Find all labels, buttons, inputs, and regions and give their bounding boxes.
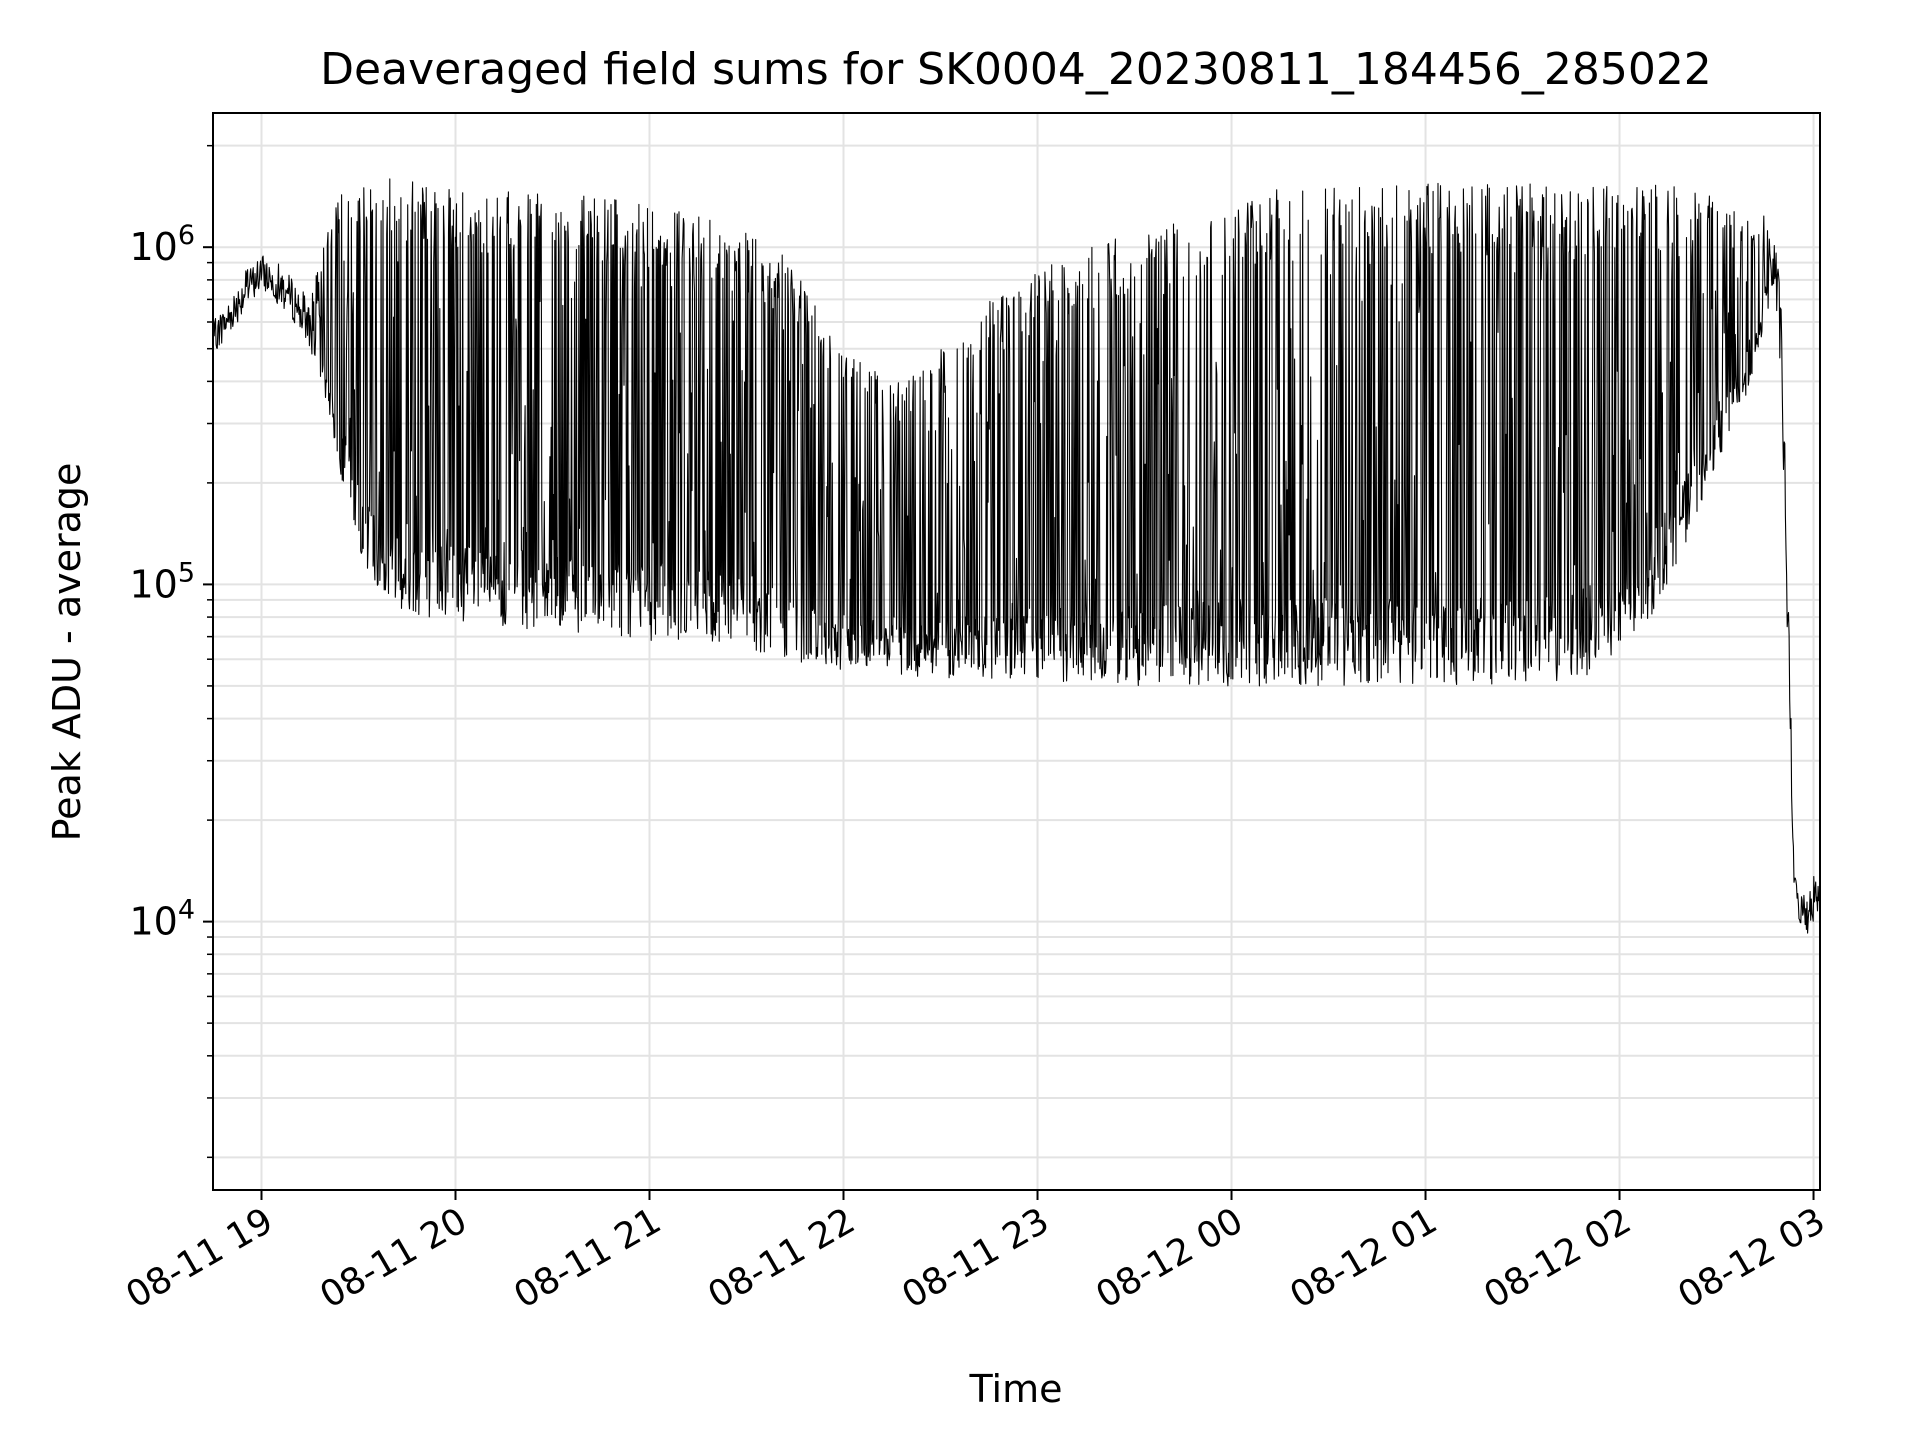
y-tick-label: 104: [129, 895, 195, 944]
plot-area: [212, 178, 1821, 934]
plot-frame: [212, 112, 1821, 1191]
y-tick-label: 106: [129, 220, 195, 269]
x-axis-label: Time: [969, 1367, 1063, 1411]
y-tick-label: 105: [129, 557, 195, 606]
chart-title: Deaveraged field sums for SK0004_2023081…: [320, 44, 1712, 95]
y-axis-label: Peak ADU - average: [45, 463, 89, 842]
data-line: [212, 178, 1821, 934]
